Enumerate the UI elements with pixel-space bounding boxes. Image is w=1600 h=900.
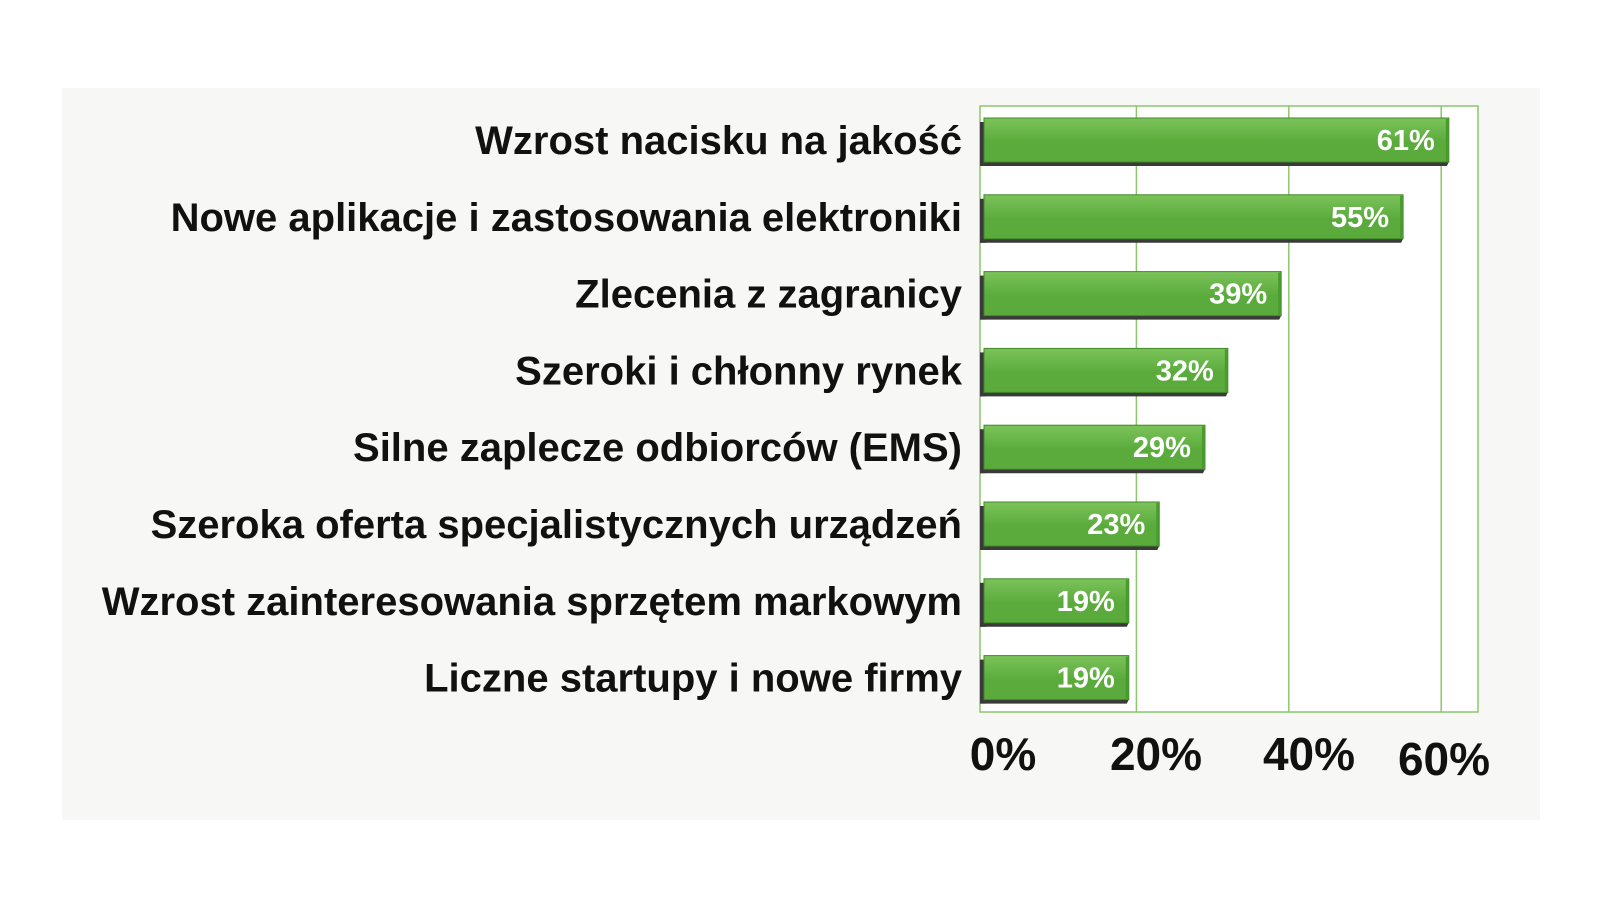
bar-3 — [980, 271, 1282, 320]
bar-side — [980, 582, 986, 627]
bar-4 — [980, 347, 1229, 397]
x-tick-label: 60% — [1398, 733, 1490, 785]
value-label: 19% — [1057, 663, 1115, 695]
category-labels: Wzrost nacisku na jakość Nowe aplikacje i… — [102, 119, 963, 701]
value-label: 29% — [1133, 432, 1191, 464]
x-tick-label: 0% — [970, 728, 1036, 780]
bar-side — [980, 122, 986, 166]
x-axis-tick-labels: 0% 20% 40% 60% — [970, 728, 1490, 785]
bar-side — [980, 275, 986, 320]
value-label: 39% — [1209, 279, 1267, 311]
bars-group — [980, 117, 1450, 704]
value-label: 32% — [1156, 355, 1214, 387]
value-labels: 61% 55% 39% 32% 29% 23% 19% 19% — [1057, 125, 1435, 695]
bar-side — [980, 659, 986, 704]
bar-cap — [1125, 579, 1129, 622]
bar-side — [980, 352, 986, 397]
bar-6 — [980, 501, 1160, 550]
bar-face — [983, 347, 1229, 393]
bar-cap — [1224, 349, 1228, 392]
category-label: Wzrost zainteresowania sprzętem markowym — [102, 580, 962, 624]
value-label: 55% — [1331, 202, 1389, 234]
bar-face — [983, 501, 1160, 547]
value-label: 23% — [1087, 509, 1145, 541]
category-label: Liczne startupy i nowe firmy — [424, 657, 963, 701]
bar-face — [983, 424, 1206, 470]
bar-side — [980, 506, 986, 550]
bar-8 — [980, 655, 1130, 704]
x-tick-label: 20% — [1110, 728, 1202, 780]
value-label: 61% — [1377, 125, 1435, 157]
bar-cap — [1156, 503, 1160, 545]
category-label: Nowe aplikacje i zastosowania elektronik… — [171, 196, 962, 240]
category-label: Szeroki i chłonny rynek — [515, 349, 963, 393]
bar-cap — [1400, 195, 1404, 238]
bar-side — [980, 198, 986, 243]
x-tick-label: 40% — [1263, 728, 1355, 780]
bar-cap — [1278, 272, 1282, 315]
bar-face — [983, 117, 1450, 163]
bar-side — [980, 429, 986, 474]
bar-5 — [980, 424, 1206, 474]
value-label: 19% — [1057, 586, 1115, 618]
bar-cap — [1445, 119, 1449, 161]
bar-1 — [980, 117, 1450, 166]
bar-2 — [980, 194, 1404, 243]
bar-7 — [980, 578, 1130, 627]
category-label: Zlecenia z zagranicy — [575, 273, 963, 317]
category-label: Wzrost nacisku na jakość — [475, 119, 962, 163]
bar-face — [983, 194, 1404, 240]
bar-face — [983, 655, 1130, 701]
category-label: Silne zaplecze odbiorców (EMS) — [353, 426, 962, 470]
category-label: Szeroka oferta specjalistycznych urządze… — [151, 503, 962, 547]
bar-face — [983, 271, 1282, 317]
bar-cap — [1201, 426, 1205, 469]
bar-face — [983, 578, 1130, 624]
bar-cap — [1125, 656, 1129, 699]
